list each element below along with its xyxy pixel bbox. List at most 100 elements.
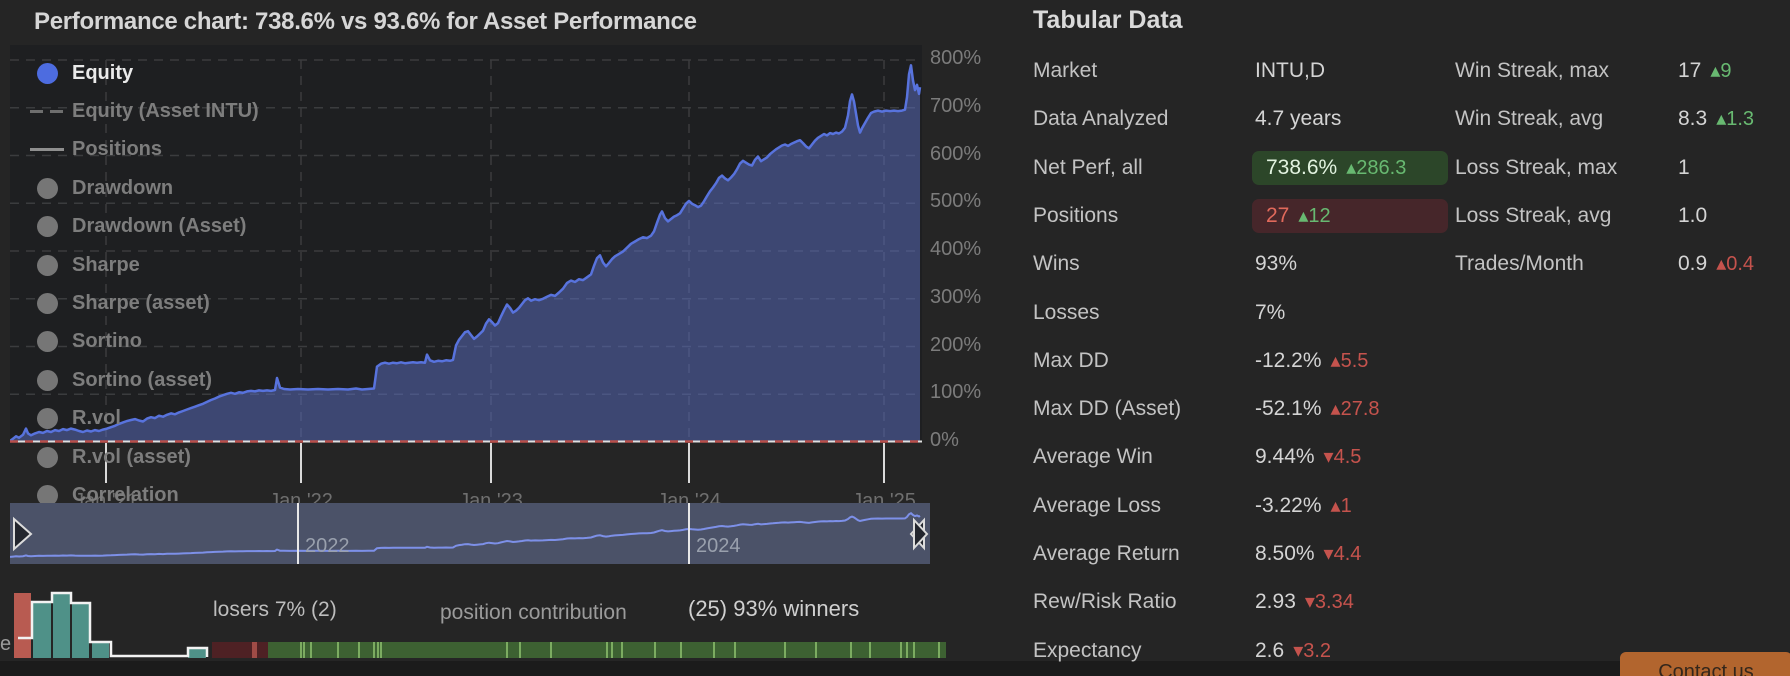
navigator-canvas — [10, 503, 921, 564]
stat-delta-down: ▾3.2 — [1293, 639, 1332, 662]
legend-item-r-vol[interactable]: R.vol — [30, 406, 121, 432]
returns-histogram — [14, 591, 209, 658]
legend-item-drawdown-asset[interactable]: Drawdown (Asset) — [30, 214, 246, 240]
y-axis-label: 100% — [930, 381, 982, 404]
stat-label: Positions — [1033, 203, 1119, 227]
stat-value-pill-red: 27 ▴12 — [1252, 198, 1448, 233]
contribution-tick — [938, 642, 940, 658]
legend-item-drawdown[interactable]: Drawdown — [30, 175, 173, 201]
legend-item-sortino-asset[interactable]: Sortino (asset) — [30, 367, 212, 393]
cutoff-edge-text: e — [0, 633, 12, 655]
winners-label: (25) 93% winners — [688, 596, 860, 621]
stat-delta-up: ▴27.8 — [1330, 398, 1380, 421]
legend-circle-icon — [30, 216, 64, 238]
contribution-tick — [784, 642, 786, 658]
stat-value: 1 — [1678, 153, 1690, 183]
legend-circle-icon — [30, 254, 64, 276]
legend-item-equity[interactable]: Equity — [30, 60, 133, 86]
stat-value-text: 8.50% — [1255, 542, 1315, 565]
stat-value-text: 9.44% — [1255, 445, 1315, 469]
legend-line-icon — [30, 109, 64, 113]
stat-delta-down: ▾3.34 — [1304, 591, 1354, 614]
stat-value-text: 2.93 — [1255, 590, 1296, 614]
contribution-tick — [380, 642, 382, 658]
contribution-tick — [606, 642, 608, 658]
legend-item-sharpe-asset[interactable]: Sharpe (asset) — [30, 290, 210, 316]
contribution-tick — [373, 642, 375, 658]
contribution-tick — [310, 642, 312, 658]
stat-value-text: 4.7 years — [1255, 107, 1342, 131]
contribution-tick — [900, 642, 902, 658]
y-axis-label: 600% — [930, 142, 982, 165]
stat-delta-up: ▴1.3 — [1716, 108, 1755, 131]
stat-label: Max DD — [1033, 348, 1109, 372]
stat-label: Trades/Month — [1455, 252, 1584, 276]
stat-value: 2.6 ▾3.2 — [1255, 636, 1331, 666]
legend-item-label: Sharpe (asset) — [72, 291, 210, 314]
losers-label: losers 7% (2) — [213, 598, 337, 621]
histogram-bar — [188, 648, 206, 658]
stat-value-text: -3.22% — [1255, 493, 1322, 517]
stat-label: Loss Streak, max — [1455, 155, 1618, 179]
chart-title: Performance chart: 738.6% vs 93.6% for A… — [34, 8, 697, 35]
stat-value: 9.44% ▾4.5 — [1255, 442, 1361, 472]
stat-label: Win Streak, avg — [1455, 107, 1604, 131]
stat-value-text: 1 — [1678, 155, 1690, 179]
navigator-year-label: 2024 — [696, 535, 741, 557]
stat-value: -12.2% ▴5.5 — [1255, 346, 1368, 376]
y-axis-label: 300% — [930, 285, 982, 308]
histogram-bar — [33, 602, 51, 658]
contribution-tick — [850, 642, 852, 658]
contribution-tick — [550, 642, 552, 658]
histogram-outline — [18, 591, 209, 658]
stat-label: Data Analyzed — [1033, 107, 1169, 131]
stat-value-text: -52.1% — [1255, 397, 1322, 421]
contribution-tick — [377, 642, 379, 658]
legend-item-sharpe[interactable]: Sharpe — [30, 252, 140, 278]
stat-value: 0.9 ▴0.4 — [1678, 249, 1754, 279]
stat-value: 93% — [1255, 249, 1297, 279]
contribution-segment — [212, 642, 252, 658]
legend-item-label: Drawdown — [72, 176, 174, 199]
stat-delta-up: ▴286.3 — [1346, 156, 1407, 179]
legend-item-label: Equity (Asset INTU) — [72, 99, 259, 122]
histogram-bar — [14, 593, 31, 658]
stat-delta-down: ▾4.4 — [1323, 543, 1362, 565]
stat-value-text: INTU,D — [1255, 59, 1325, 82]
histogram-bar — [72, 603, 89, 658]
y-axis-label: 800% — [930, 47, 982, 69]
legend-item-positions[interactable]: Positions — [30, 137, 162, 163]
stat-delta-down: ▾4.5 — [1323, 446, 1362, 469]
stat-value-text: 0.9 — [1678, 252, 1708, 276]
legend-item-sortino[interactable]: Sortino — [30, 329, 142, 355]
equity-chart-canvas[interactable] — [10, 40, 922, 485]
contribution-tick — [621, 642, 623, 658]
legend-item-label: R.vol — [72, 407, 121, 430]
stat-value: 17 ▴9 — [1678, 56, 1732, 86]
legend-circle-icon — [30, 446, 64, 468]
stat-label: Losses — [1033, 300, 1100, 324]
contact-us-button[interactable]: Contact us — [1620, 652, 1790, 676]
contribution-tick — [303, 642, 305, 658]
navigator-left-handle-icon[interactable] — [13, 516, 33, 552]
legend-item-correlation[interactable]: Correlation — [30, 482, 179, 508]
navigator-handles[interactable] — [10, 503, 930, 564]
stat-label: Expectancy — [1033, 638, 1142, 662]
equity-line — [10, 64, 922, 442]
legend-circle-icon — [30, 177, 64, 199]
stat-delta-up: ▴1 — [1330, 494, 1352, 517]
stat-value-text: 27 — [1266, 203, 1290, 227]
stat-value-text: -12.2% — [1255, 348, 1322, 372]
histogram-bar — [92, 642, 109, 658]
legend-item-equity-asset-intu[interactable]: Equity (Asset INTU) — [30, 98, 259, 124]
stat-value-text: 1.0 — [1678, 203, 1708, 227]
range-navigator[interactable]: 2022 2024 — [10, 503, 930, 564]
stat-label: Net Perf, all — [1033, 155, 1143, 179]
legend-item-r-vol-asset[interactable]: R.vol (asset) — [30, 444, 191, 470]
navigator-right-handle-right-icon[interactable] — [913, 517, 929, 551]
legend-item-label: Correlation — [72, 483, 179, 506]
stat-label: Loss Streak, avg — [1455, 203, 1612, 227]
stat-value: -52.1% ▴27.8 — [1255, 394, 1380, 424]
stat-value-text: 93% — [1255, 252, 1298, 276]
